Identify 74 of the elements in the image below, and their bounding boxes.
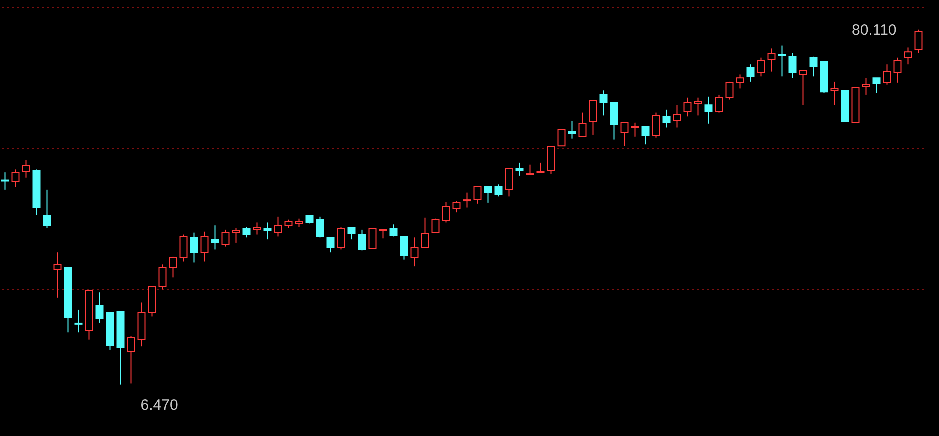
candlestick (494, 184, 503, 198)
candlestick (54, 252, 62, 298)
candlestick (715, 94, 724, 114)
candlestick (600, 90, 608, 116)
candlestick (505, 168, 514, 198)
candlestick (547, 146, 556, 175)
candlestick (694, 97, 702, 116)
candlestick (757, 57, 766, 78)
candlestick (43, 189, 52, 229)
candlestick (358, 229, 366, 252)
candlestick (452, 200, 461, 214)
candlestick (642, 126, 650, 146)
candlestick (368, 228, 377, 250)
candlestick (410, 237, 419, 268)
candlestick (169, 256, 178, 278)
candlestick (12, 169, 20, 188)
candlestick (904, 47, 912, 66)
candlestick (526, 164, 534, 176)
candlestick (810, 56, 818, 78)
candlestick (432, 218, 440, 234)
candlestick (862, 78, 870, 96)
candlestick (883, 64, 892, 86)
candlestick (22, 160, 30, 178)
candlestick (662, 109, 671, 128)
candlestick (274, 216, 282, 238)
candlestick (337, 226, 346, 250)
candlestick (474, 186, 482, 204)
candlestick (442, 201, 450, 224)
candlestick (684, 97, 692, 118)
candlestick (264, 222, 272, 240)
candlestick (222, 229, 230, 248)
candlestick (390, 224, 398, 238)
candlestick (190, 232, 198, 264)
candlestick (158, 264, 167, 290)
candlestick (211, 225, 220, 250)
candlestick (74, 309, 83, 334)
candlestick (558, 129, 566, 147)
candlestick (200, 231, 209, 262)
candlestick (736, 74, 744, 90)
candlestick (568, 120, 576, 140)
candlestick (242, 226, 251, 238)
candlestick (536, 162, 545, 174)
candlestick (799, 70, 808, 106)
candlestick (180, 234, 188, 262)
annotation: 80.110 (852, 22, 897, 39)
candlestick (253, 222, 262, 236)
candlestick (96, 292, 104, 324)
candlestick (830, 81, 839, 106)
candlestick (232, 228, 240, 244)
candlestick (326, 237, 335, 254)
candlestick (652, 112, 660, 138)
candlestick (746, 64, 755, 82)
candlestick (484, 186, 492, 204)
candlestick (400, 236, 408, 260)
candlestick (127, 336, 136, 384)
candlestick (421, 217, 430, 248)
candlestick (316, 216, 324, 238)
candlestick (578, 112, 587, 138)
candlestick (778, 45, 786, 78)
candlestick (348, 226, 356, 240)
candlestick (620, 122, 629, 147)
candlestick (768, 48, 776, 72)
candlestick (704, 96, 713, 124)
annotation: 6.470 (140, 396, 178, 414)
candlestick (463, 192, 472, 208)
candlestick (673, 104, 682, 128)
candlestick (894, 57, 902, 84)
candlestick (516, 162, 524, 176)
candlestick (726, 81, 734, 100)
candlestick (610, 102, 618, 140)
candlestick (1, 172, 10, 190)
candlestick (589, 100, 598, 136)
candlestick (788, 52, 797, 79)
candlestick (872, 78, 881, 94)
